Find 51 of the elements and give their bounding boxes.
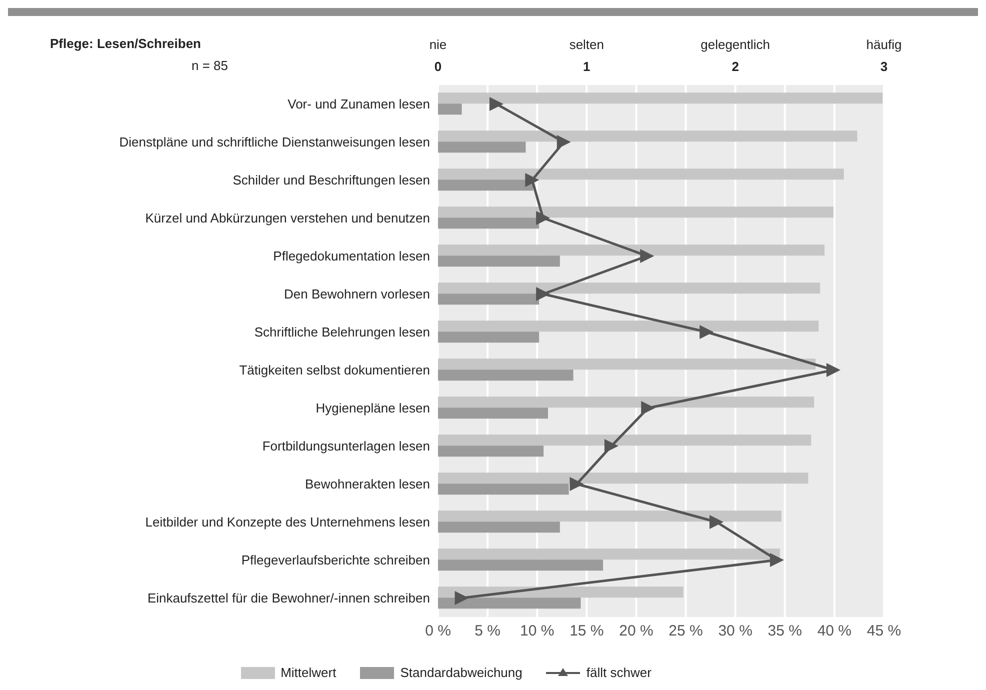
x2-tick-label: 1 [583, 59, 590, 74]
text: nie [429, 37, 447, 52]
point [641, 401, 656, 415]
point [700, 325, 714, 339]
text: häufig [866, 37, 902, 52]
point [710, 515, 724, 529]
x2-tick-label: 3 [880, 59, 888, 74]
y-tick-label: Fortbildungsunterlagen lesen [262, 438, 430, 454]
x-tick-label: 35 % [768, 622, 802, 640]
point [489, 97, 504, 111]
point [570, 477, 584, 491]
y-tick-label: Leitbilder und Konzepte des Unternehmens lesen [145, 514, 430, 530]
y-tick-label: Schriftliche Belehrungen lesen [254, 324, 430, 340]
legend-label: fällt schwer [586, 665, 652, 680]
text: n = 85 [190, 58, 228, 73]
x-tick-label: 10 % [520, 622, 554, 640]
x-tick-label: 25 % [668, 622, 703, 640]
point [556, 135, 571, 149]
x-tick-label: 45 % [866, 622, 902, 640]
text: gelegentlich [700, 37, 770, 52]
x-tick-label: 15 % [570, 622, 604, 640]
x-tick-label: 40 % [817, 622, 852, 640]
x-tick-label: 0 % [425, 622, 451, 640]
text: Pflege: Lesen/Schreiben [50, 36, 201, 51]
point [525, 173, 540, 187]
x-tick-label: 5 % [474, 622, 500, 640]
y-tick-label: Hygienepläne lesen [316, 400, 430, 416]
y-tick-label: Pflegedokumentation lesen [273, 248, 430, 264]
y-tick-label: Tätigkeiten selbst dokumentieren [239, 362, 430, 378]
point [604, 439, 618, 453]
legend-label: Mittelwert [280, 665, 336, 680]
y-tick-label: Dienstpläne und schriftliche Dienstanweisungen lesen [119, 134, 430, 150]
x-tick-label: 20 % [619, 622, 654, 640]
point [770, 553, 784, 567]
x-tick-label: 30 % [718, 622, 752, 640]
y-tick-label: Bewohnerakten lesen [304, 476, 430, 492]
x2-tick-label: 0 [434, 59, 442, 74]
y-tick-label: Kürzel und Abkürzungen verstehen und benutzen [145, 210, 430, 226]
legend-label: Standardabweichung [400, 665, 522, 680]
y-tick-label: Schilder und Beschriftungen lesen [232, 172, 430, 188]
y-tick-label: Den Bewohnern vorlesen [284, 286, 430, 302]
point [826, 363, 840, 377]
point [454, 591, 469, 605]
text: selten [569, 37, 604, 52]
point [536, 287, 550, 301]
y-tick-label: Pflegeverlaufsberichte schreiben [241, 552, 430, 568]
y-tick-label: Vor- und Zunamen lesen [288, 96, 430, 112]
y-tick-label: Einkaufszettel für die Bewohner/-innen schreiben [147, 590, 430, 606]
point [536, 211, 550, 225]
point [640, 249, 654, 263]
x2-tick-label: 2 [732, 59, 739, 74]
